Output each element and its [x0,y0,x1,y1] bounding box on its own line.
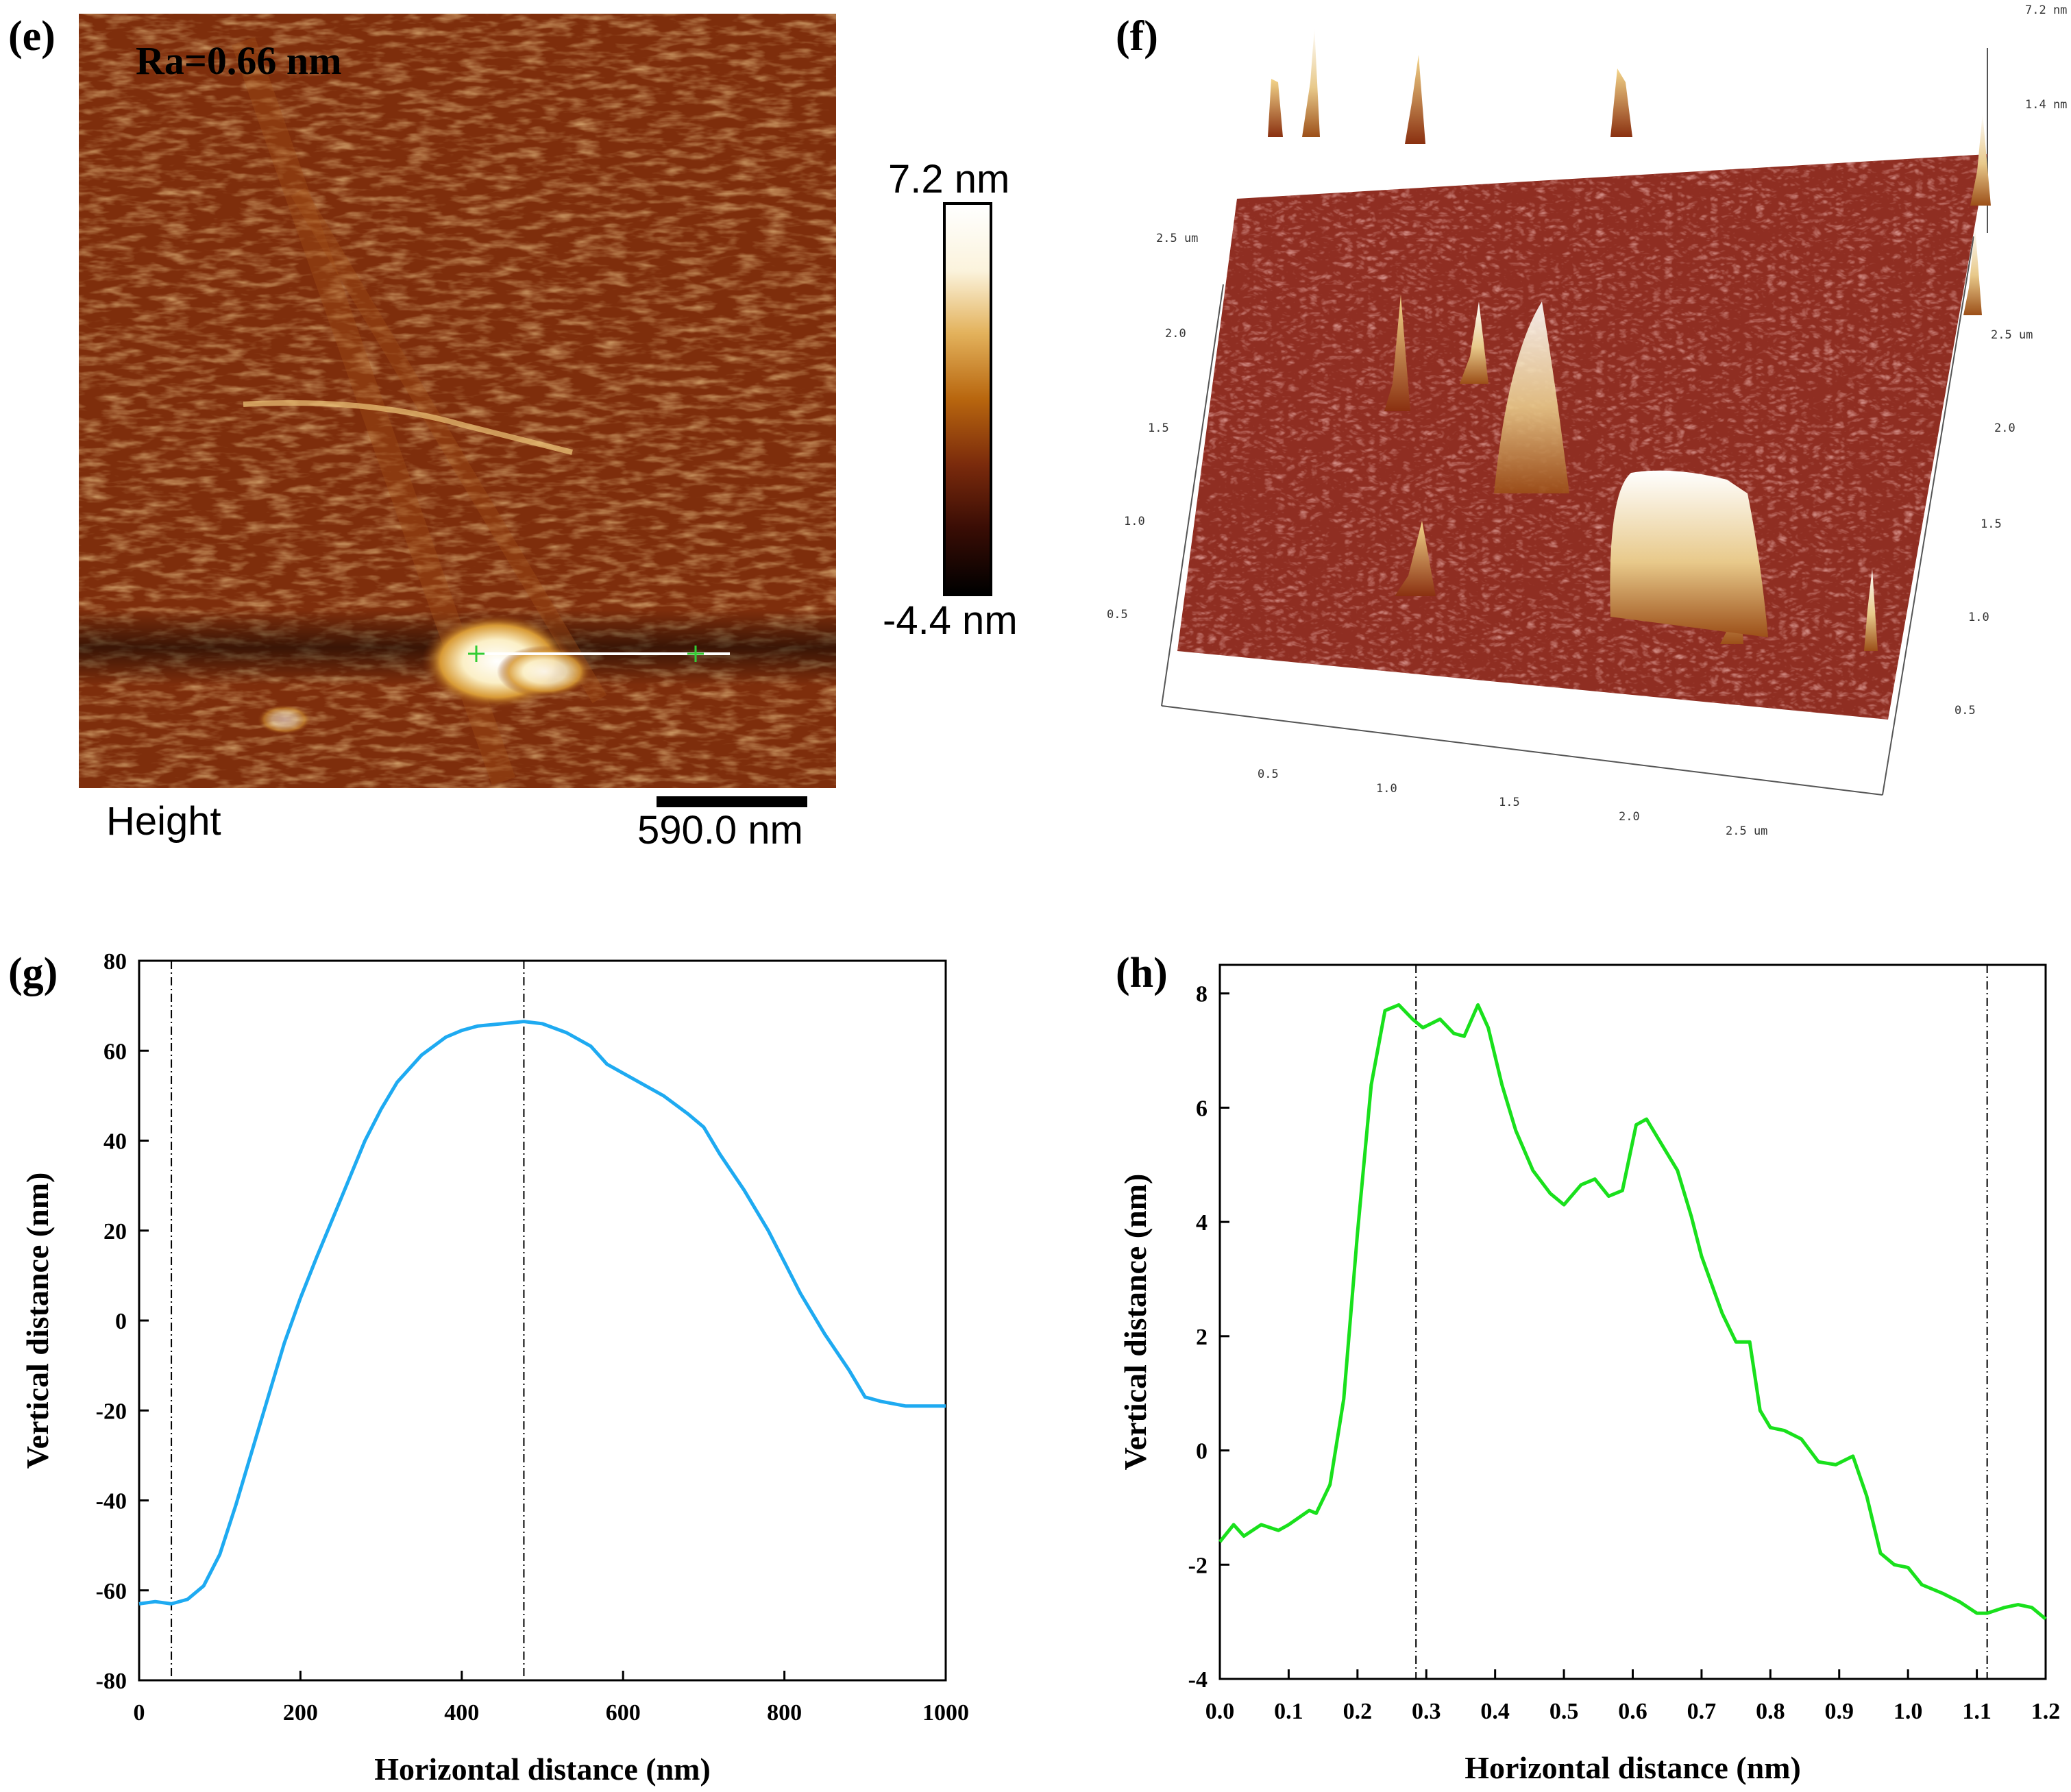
profile-series-line [1218,1003,2047,1621]
x-tick-label: 0.4 [1480,1699,1510,1724]
x-tick-label: 400 [444,1700,479,1726]
y-tick-label: 0 [1196,1439,1208,1464]
x-tick-label: 200 [283,1700,318,1726]
right-axis-tick-4: 1.0 [1968,611,1989,624]
x-tick-label: 0.0 [1205,1699,1235,1724]
x-tick-label: 0.7 [1687,1699,1717,1724]
colorbar [943,202,992,596]
right-axis-tick-2: 2.0 [1994,421,2015,435]
left-axis-tick-5: 0.5 [1107,608,1128,622]
profile-series-line [138,1020,946,1606]
y-tick-label: -60 [96,1579,127,1604]
x-tick-label: 0.9 [1825,1699,1854,1724]
x-tick-label: 0 [134,1700,145,1726]
y-tick-label: 80 [103,949,127,974]
panel-label-f: (f) [1116,13,1158,60]
right-axis-tick-1: 2.5 um [1991,328,2033,342]
profile-chart-h: 0.0 0.1 0.2 0.3 0.4 0.5 0.6 0.7 0.8 0.9 1.0 1.1 1.2 -… [1118,963,2061,1785]
panel-label-h: (h) [1116,950,1168,996]
y-tick-label: 2 [1196,1325,1208,1350]
right-axis-tick-5: 0.5 [1954,704,1976,717]
y-tick-label: 20 [103,1219,127,1244]
y-axis-title: Vertical distance (nm) [1118,1174,1153,1471]
x-tick-label: 0.8 [1756,1699,1785,1724]
x-tick-label: 0.3 [1412,1699,1441,1724]
y-tick-label: -80 [96,1669,127,1694]
scale-bar-label: 590.0 nm [637,808,803,852]
y-tick-label: -20 [96,1399,127,1424]
x-tick-label: 1.2 [2031,1699,2061,1724]
y-tick-label: -2 [1188,1553,1208,1578]
y-tick-label: 6 [1196,1096,1208,1121]
plot-frame [1218,963,2047,1680]
colorbar-max-label: 7.2 nm [888,157,1010,201]
x-tick-label: 0.1 [1274,1699,1303,1724]
x-tick-label: 0.2 [1343,1699,1373,1724]
surface-3d-plot: 7.2 nm 1.4 nm 2.5 um 2.0 1.5 1.0 0.5 2.5… [1107,3,2067,838]
z-axis-mid: 1.4 nm [2025,98,2067,112]
y-tick-label: 0 [115,1309,127,1334]
front-axis-tick-1: 0.5 [1258,768,1279,781]
y-tick-label: 40 [103,1129,127,1155]
x-tick-label: 0.5 [1549,1699,1579,1724]
colorbar-min-label: -4.4 nm [883,598,1018,643]
x-axis-title: Horizontal distance (nm) [374,1752,711,1787]
x-tick-label: 1.1 [1962,1699,1992,1724]
y-tick-label: 4 [1196,1210,1208,1236]
left-axis-tick-3: 1.5 [1148,421,1169,435]
channel-label: Height [106,799,221,844]
x-axis-title: Horizontal distance (nm) [1465,1750,1801,1785]
front-axis-tick-4: 2.0 [1619,810,1640,824]
plot-frame [138,959,947,1682]
y-tick-label: -4 [1188,1667,1208,1693]
z-axis-max: 7.2 nm [2025,3,2067,17]
x-tick-label: 1.0 [1894,1699,1923,1724]
scale-bar [657,796,807,807]
front-axis-tick-5: 2.5 um [1726,824,1767,838]
left-axis-tick-1: 2.5 um [1156,232,1198,245]
front-axis-tick-2: 1.0 [1376,782,1397,796]
afm-height-map [79,14,836,788]
panel-label-e: (e) [8,13,56,60]
x-tick-label: 0.6 [1618,1699,1647,1724]
profile-chart-g: 0 200 400 600 800 1000 -80 -60 -40 -20 0 20 40 60 80 Ho… [20,949,969,1787]
x-tick-label: 1000 [922,1700,969,1726]
y-tick-label: 60 [103,1039,127,1064]
right-axis-tick-3: 1.5 [1981,517,2002,531]
front-axis-tick-3: 1.5 [1499,796,1520,809]
y-tick-label: 8 [1196,982,1208,1007]
y-tick-label: -40 [96,1489,127,1514]
x-tick-label: 600 [606,1700,641,1726]
panel-label-g: (g) [8,950,58,996]
y-axis-title: Vertical distance (nm) [20,1173,55,1469]
roughness-label: Ra=0.66 nm [136,38,342,83]
x-tick-label: 800 [767,1700,802,1726]
left-axis-tick-2: 2.0 [1165,327,1186,341]
left-axis-tick-4: 1.0 [1124,515,1145,528]
